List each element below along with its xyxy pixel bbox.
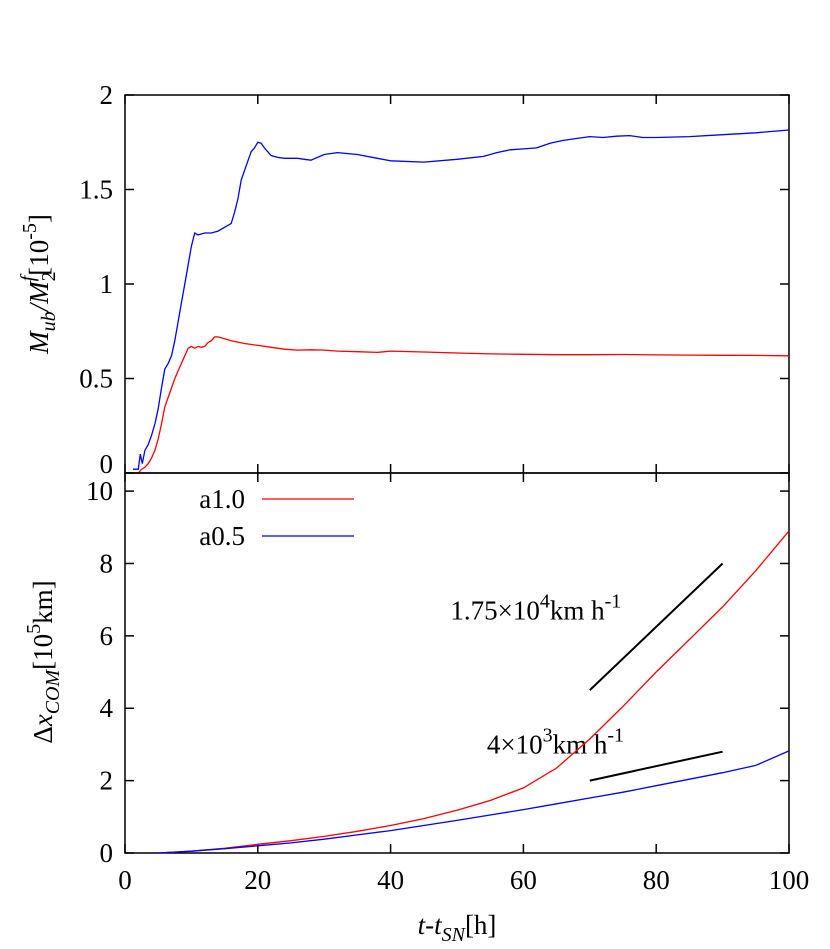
y-tick-label: 4 [100,693,114,723]
series-line-a0.5 [133,129,790,470]
legend: a1.0 a0.5 [199,484,354,551]
y-tick-label: 2 [100,80,114,110]
bottom-plot-frame [124,472,790,854]
top-ticks: 0 0.5 1 1.5 2 [79,80,790,479]
x-tick-label: 60 [510,865,537,895]
series-line-a1.0 [158,530,790,854]
x-tick-label: 0 [118,865,132,895]
y-tick-label: 1.5 [79,175,113,205]
y-tick-label: 1 [100,269,114,299]
y-tick-label: 2 [100,766,114,796]
bottom-annotations: 1.75×104km h-1 4×103km h-1 [450,562,724,782]
x-tick-label: 40 [377,865,404,895]
y-tick-label: 0.5 [79,364,113,394]
x-axis-label: t-tSN[h] [418,910,497,946]
legend-label-a0.5: a0.5 [199,521,245,551]
slope-line-fast [589,562,724,691]
series-line-a0.5 [158,750,790,854]
y-tick-label: 0 [100,449,114,479]
legend-label-a1.0: a1.0 [199,484,245,514]
slope-line-slow [589,750,723,782]
y-tick-label: 0 [100,838,114,868]
y-tick-label: 10 [86,476,113,506]
x-tick-label: 100 [769,865,810,895]
top-plot-frame [124,94,790,474]
bottom-series [158,530,790,854]
top-panel: 0 0.5 1 1.5 2 Mub/M2f[10-5] [17,80,790,479]
bottom-y-axis-label: ΔxCOM[105km] [23,580,64,743]
annotation-fast: 1.75×104km h-1 [450,591,621,626]
x-tick-label: 20 [244,865,271,895]
top-series [133,129,790,474]
x-tick-label: 80 [643,865,670,895]
y-tick-label: 6 [100,621,114,651]
annotation-slow: 4×103km h-1 [487,724,624,759]
series-line-a1.0 [133,336,790,474]
top-y-axis-label: Mub/M2f[10-5] [17,214,60,355]
y-tick-label: 8 [100,548,114,578]
